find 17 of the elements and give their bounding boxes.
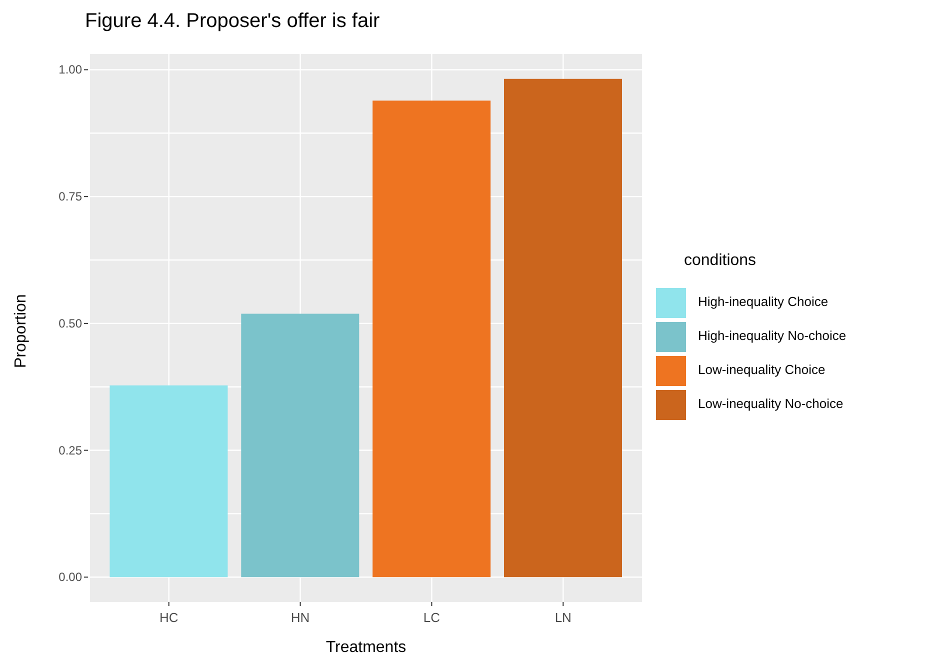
y-tick-label: 1.00: [58, 62, 82, 77]
legend-label: High-inequality Choice: [698, 294, 828, 309]
x-axis-title: Treatments: [326, 639, 406, 656]
x-tick-label: HC: [159, 610, 178, 625]
legend-label: Low-inequality Choice: [698, 362, 826, 377]
legend-label: High-inequality No-choice: [698, 328, 846, 343]
x-tick-label: LC: [423, 610, 440, 625]
y-tick-label: 0.50: [58, 316, 82, 330]
y-axis-title: Proportion: [12, 294, 30, 368]
y-tick-label: 0.75: [58, 190, 82, 204]
x-tick-label: LN: [554, 610, 572, 625]
x-tick-label: HN: [290, 610, 310, 625]
legend-label: Low-inequality No-choice: [698, 396, 844, 411]
legend-title: conditions: [684, 252, 756, 270]
chart-title: Figure 4.4. Proposer's offer is fair: [85, 10, 380, 33]
y-tick-label: 0.25: [58, 443, 82, 458]
y-tick-label: 0.00: [58, 570, 82, 584]
